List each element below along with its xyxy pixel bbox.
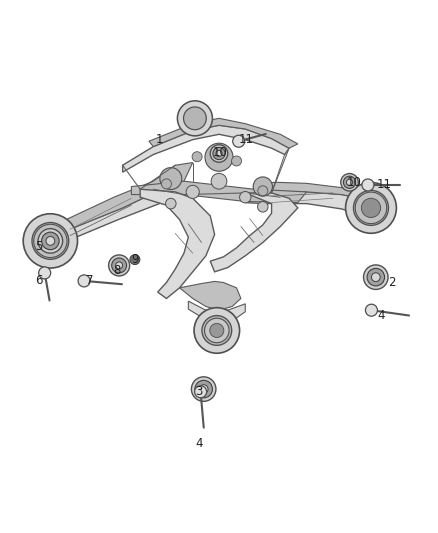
Circle shape [116,262,123,269]
Circle shape [184,107,206,130]
Circle shape [78,275,90,287]
Text: 6: 6 [35,274,42,287]
Polygon shape [149,118,298,148]
Text: 10: 10 [212,146,227,159]
Circle shape [32,222,69,260]
Circle shape [346,182,396,233]
Text: 2: 2 [388,276,396,289]
Polygon shape [210,193,298,272]
Text: 11: 11 [377,179,392,191]
Circle shape [186,185,199,198]
Text: 7: 7 [86,274,94,287]
Circle shape [109,255,130,276]
Text: 4: 4 [377,309,385,322]
Circle shape [353,190,389,225]
Circle shape [240,191,251,203]
Circle shape [213,147,225,160]
Circle shape [365,304,378,316]
Text: 5: 5 [35,240,42,253]
Circle shape [46,237,55,245]
Circle shape [355,192,387,224]
Text: 11: 11 [239,133,254,146]
Circle shape [211,173,227,189]
Circle shape [194,308,240,353]
Polygon shape [131,181,307,203]
Circle shape [216,150,222,157]
Circle shape [210,145,228,162]
Circle shape [361,198,381,217]
Circle shape [362,179,374,191]
Polygon shape [254,182,368,200]
Circle shape [367,269,385,286]
Circle shape [34,224,67,257]
Circle shape [194,386,207,398]
Circle shape [23,214,78,268]
Circle shape [205,318,229,343]
Circle shape [343,176,356,189]
Circle shape [192,152,202,161]
Polygon shape [123,125,289,172]
Circle shape [39,267,51,279]
Circle shape [166,198,176,209]
Circle shape [42,232,59,249]
Text: 8: 8 [114,264,121,277]
Circle shape [162,179,171,189]
Text: 4: 4 [195,437,203,450]
Polygon shape [57,163,193,235]
Circle shape [40,230,61,252]
Circle shape [232,156,241,166]
Text: 1: 1 [156,133,164,146]
Polygon shape [180,281,241,310]
Circle shape [195,381,212,398]
Circle shape [130,255,140,264]
Circle shape [112,258,127,273]
Polygon shape [140,189,215,298]
Circle shape [191,377,216,401]
Circle shape [233,135,245,147]
Circle shape [199,385,208,393]
Circle shape [371,273,380,281]
Circle shape [346,179,353,185]
Circle shape [258,186,268,196]
Polygon shape [39,181,184,252]
Circle shape [364,265,388,289]
Circle shape [258,201,268,212]
Circle shape [38,229,63,253]
Text: 10: 10 [346,176,361,189]
Circle shape [202,316,232,345]
Circle shape [341,174,358,191]
Circle shape [177,101,212,136]
Circle shape [205,143,233,171]
Polygon shape [245,189,377,217]
Text: 9: 9 [131,253,139,266]
Circle shape [160,167,182,190]
Polygon shape [188,301,245,324]
Circle shape [210,324,224,337]
Circle shape [253,177,272,196]
Text: 3: 3 [196,385,203,398]
